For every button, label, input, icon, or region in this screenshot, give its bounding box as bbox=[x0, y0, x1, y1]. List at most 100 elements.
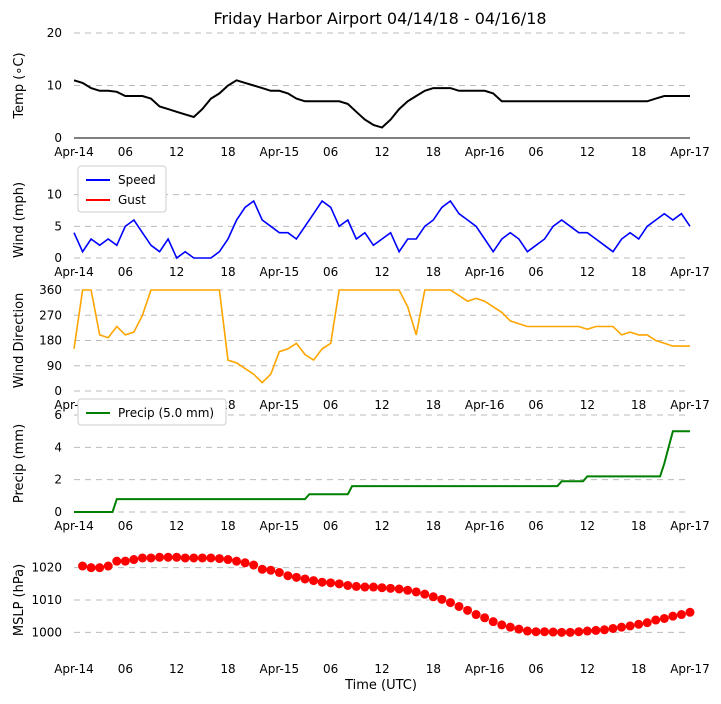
data-point-mslp-64 bbox=[625, 621, 635, 631]
data-point-mslp-53 bbox=[531, 627, 541, 637]
data-point-mslp-45 bbox=[463, 605, 473, 615]
data-point-mslp-4 bbox=[112, 556, 122, 566]
x-tick-label-mslp-11: 18 bbox=[631, 662, 646, 676]
x-tick-label-wind-11: 18 bbox=[631, 265, 646, 279]
x-tick-label-temp-10: 12 bbox=[580, 145, 595, 159]
data-point-mslp-42 bbox=[437, 594, 447, 604]
y-tick-label-winddir-4: 360 bbox=[39, 283, 62, 297]
x-tick-label-precip-12: Apr-17 bbox=[670, 519, 710, 533]
data-point-mslp-26 bbox=[300, 574, 310, 584]
y-axis-label-mslp: MSLP (hPa) bbox=[12, 564, 27, 636]
data-point-mslp-18 bbox=[232, 556, 242, 566]
x-tick-label-precip-4: Apr-15 bbox=[260, 519, 300, 533]
x-tick-label-wind-12: Apr-17 bbox=[670, 265, 710, 279]
x-tick-label-precip-8: Apr-16 bbox=[465, 519, 505, 533]
x-tick-label-winddir-11: 18 bbox=[631, 398, 646, 412]
x-tick-label-temp-4: Apr-15 bbox=[260, 145, 300, 159]
x-tick-label-mslp-0: Apr-14 bbox=[54, 662, 94, 676]
x-tick-label-mslp-9: 06 bbox=[528, 662, 543, 676]
data-point-mslp-65 bbox=[634, 619, 644, 629]
y-axis-label-precip: Precip (mm) bbox=[12, 424, 27, 503]
data-point-mslp-49 bbox=[497, 620, 507, 630]
series-line-temp-0 bbox=[73, 79, 690, 129]
y-tick-label-precip-0: 0 bbox=[54, 505, 62, 519]
legend-label-wind-0: Speed bbox=[118, 173, 156, 187]
data-point-mslp-6 bbox=[129, 555, 139, 565]
x-axis-label: Time (UTC) bbox=[344, 678, 417, 693]
data-point-mslp-63 bbox=[617, 622, 627, 632]
data-point-mslp-38 bbox=[403, 585, 413, 595]
x-tick-label-precip-9: 06 bbox=[528, 519, 543, 533]
data-point-mslp-48 bbox=[488, 617, 498, 627]
x-tick-label-temp-8: Apr-16 bbox=[465, 145, 505, 159]
x-tick-label-mslp-12: Apr-17 bbox=[670, 662, 710, 676]
x-tick-label-mslp-5: 06 bbox=[323, 662, 338, 676]
data-point-mslp-3 bbox=[103, 561, 113, 571]
y-axis-label-winddir: Wind Direction bbox=[12, 293, 27, 389]
x-tick-label-winddir-4: Apr-15 bbox=[260, 398, 300, 412]
y-tick-label-winddir-2: 180 bbox=[39, 334, 62, 348]
x-tick-label-mslp-6: 12 bbox=[374, 662, 389, 676]
x-tick-label-winddir-9: 06 bbox=[528, 398, 543, 412]
data-point-mslp-36 bbox=[386, 583, 396, 593]
data-point-mslp-8 bbox=[146, 553, 156, 563]
y-tick-label-winddir-0: 0 bbox=[54, 384, 62, 398]
chart-title: Friday Harbor Airport 04/14/18 - 04/16/1… bbox=[213, 9, 546, 28]
series-line-precip-0 bbox=[74, 430, 690, 513]
x-tick-label-mslp-2: 12 bbox=[169, 662, 184, 676]
data-point-mslp-21 bbox=[257, 564, 267, 574]
series-line-winddir-0 bbox=[73, 289, 690, 384]
x-tick-label-precip-6: 12 bbox=[374, 519, 389, 533]
y-tick-label-precip-3: 6 bbox=[54, 408, 62, 422]
panel-precip: 0 2 4 6 Apr-14 06 12 18 Apr-15 06 12 18 Apr-16 06 12 18… bbox=[12, 398, 710, 533]
y-axis-label-temp: Temp (∘C) bbox=[12, 52, 27, 119]
x-tick-label-wind-0: Apr-14 bbox=[54, 265, 94, 279]
x-tick-label-wind-4: Apr-15 bbox=[260, 265, 300, 279]
x-tick-label-wind-7: 18 bbox=[426, 265, 441, 279]
data-point-mslp-12 bbox=[180, 553, 190, 563]
data-point-mslp-20 bbox=[249, 560, 259, 570]
data-point-mslp-27 bbox=[309, 576, 319, 586]
data-point-mslp-57 bbox=[565, 627, 575, 637]
x-tick-label-precip-5: 06 bbox=[323, 519, 338, 533]
data-point-mslp-32 bbox=[351, 581, 361, 591]
x-tick-label-temp-11: 18 bbox=[631, 145, 646, 159]
panel-winddir: 090180270360Apr-14061218Apr-15061218Apr-… bbox=[12, 283, 710, 412]
y-tick-label-winddir-1: 90 bbox=[47, 359, 62, 373]
x-tick-label-temp-9: 06 bbox=[528, 145, 543, 159]
data-point-mslp-55 bbox=[548, 627, 558, 637]
y-tick-label-precip-1: 2 bbox=[54, 473, 62, 487]
data-point-mslp-22 bbox=[266, 565, 276, 575]
data-point-mslp-71 bbox=[685, 607, 695, 617]
data-point-mslp-30 bbox=[334, 579, 344, 589]
x-tick-label-mslp-7: 18 bbox=[426, 662, 441, 676]
data-point-mslp-24 bbox=[283, 571, 293, 581]
y-tick-label-temp-2: 20 bbox=[47, 26, 62, 40]
data-point-mslp-16 bbox=[214, 554, 224, 564]
y-tick-label-winddir-3: 270 bbox=[39, 308, 62, 322]
data-point-mslp-40 bbox=[420, 589, 430, 599]
data-point-mslp-46 bbox=[471, 610, 481, 620]
y-tick-label-mslp-1: 1010 bbox=[31, 593, 62, 607]
x-tick-label-temp-12: Apr-17 bbox=[670, 145, 710, 159]
data-point-mslp-52 bbox=[522, 626, 532, 636]
data-point-mslp-69 bbox=[668, 611, 678, 621]
data-point-mslp-68 bbox=[659, 613, 669, 623]
data-point-mslp-15 bbox=[206, 553, 216, 563]
data-point-mslp-59 bbox=[582, 626, 592, 636]
data-point-mslp-39 bbox=[411, 587, 421, 597]
data-point-mslp-2 bbox=[95, 563, 105, 573]
x-tick-label-precip-7: 18 bbox=[426, 519, 441, 533]
panel-mslp: 1000 1010 1020 Apr-14 06 12 18 Apr-15 06 12 18 Apr-… bbox=[12, 552, 710, 676]
x-tick-label-temp-7: 18 bbox=[426, 145, 441, 159]
data-point-mslp-28 bbox=[317, 577, 327, 587]
x-tick-label-winddir-12: Apr-17 bbox=[670, 398, 710, 412]
x-tick-label-temp-6: 12 bbox=[374, 145, 389, 159]
data-point-mslp-13 bbox=[189, 553, 199, 563]
x-tick-label-mslp-10: 12 bbox=[580, 662, 595, 676]
x-tick-label-precip-0: Apr-14 bbox=[54, 519, 94, 533]
x-tick-label-winddir-10: 12 bbox=[580, 398, 595, 412]
x-tick-label-precip-1: 06 bbox=[118, 519, 133, 533]
